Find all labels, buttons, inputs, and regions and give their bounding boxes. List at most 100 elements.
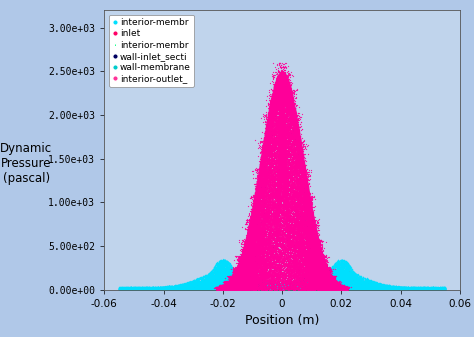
Point bbox=[275, 168, 283, 174]
Point bbox=[299, 151, 306, 156]
Point bbox=[264, 285, 272, 290]
Point bbox=[229, 281, 237, 286]
Point bbox=[321, 261, 328, 267]
Point bbox=[332, 280, 340, 286]
Point bbox=[237, 263, 245, 268]
Point bbox=[339, 286, 347, 291]
Point bbox=[241, 245, 248, 251]
Point bbox=[332, 280, 339, 285]
Point bbox=[219, 278, 226, 283]
Point bbox=[340, 284, 347, 290]
Point bbox=[219, 284, 227, 289]
Point bbox=[277, 73, 285, 79]
Point bbox=[231, 280, 238, 286]
Point bbox=[332, 280, 340, 286]
Point bbox=[302, 174, 310, 179]
Point bbox=[336, 282, 344, 288]
Point bbox=[300, 163, 308, 168]
Point bbox=[268, 146, 276, 151]
Point bbox=[317, 275, 325, 280]
Point bbox=[268, 122, 275, 127]
Point bbox=[319, 273, 327, 278]
Point bbox=[155, 285, 162, 291]
Point bbox=[238, 259, 246, 264]
Point bbox=[210, 285, 217, 290]
Point bbox=[258, 248, 265, 253]
Point bbox=[224, 283, 232, 288]
Point bbox=[302, 180, 310, 186]
Point bbox=[227, 278, 234, 283]
Point bbox=[265, 281, 273, 287]
Point bbox=[261, 153, 268, 158]
Point bbox=[296, 281, 303, 286]
Point bbox=[285, 259, 293, 265]
Point bbox=[286, 183, 293, 188]
Point bbox=[308, 254, 316, 259]
Point bbox=[225, 285, 233, 290]
Point bbox=[261, 173, 268, 179]
Point bbox=[321, 263, 328, 268]
Point bbox=[277, 73, 284, 79]
Point bbox=[276, 113, 284, 119]
Point bbox=[232, 270, 240, 275]
Point bbox=[211, 281, 219, 287]
Point bbox=[353, 287, 360, 292]
Point bbox=[303, 200, 310, 205]
Point bbox=[278, 131, 286, 137]
Point bbox=[306, 203, 314, 209]
Point bbox=[145, 287, 153, 293]
Point bbox=[324, 269, 332, 274]
Point bbox=[217, 287, 225, 292]
Point bbox=[290, 104, 298, 110]
Point bbox=[280, 87, 287, 92]
Point bbox=[246, 245, 254, 250]
Point bbox=[329, 276, 337, 281]
Point bbox=[311, 272, 319, 277]
Point bbox=[257, 155, 265, 161]
Point bbox=[322, 265, 330, 270]
Point bbox=[222, 284, 230, 289]
Point bbox=[264, 172, 272, 177]
Point bbox=[301, 174, 308, 180]
Point bbox=[327, 284, 335, 289]
Point bbox=[256, 172, 264, 177]
Point bbox=[323, 268, 330, 273]
Point bbox=[311, 279, 319, 284]
Point bbox=[229, 280, 237, 286]
Point bbox=[269, 228, 276, 234]
Point bbox=[216, 287, 224, 292]
Point bbox=[204, 286, 211, 292]
Point bbox=[329, 276, 337, 281]
Point bbox=[284, 195, 292, 200]
Point bbox=[334, 281, 341, 286]
Point bbox=[228, 276, 236, 281]
Point bbox=[259, 257, 267, 262]
Point bbox=[286, 286, 293, 292]
Point bbox=[324, 276, 332, 282]
Point bbox=[323, 268, 331, 273]
Point bbox=[284, 158, 292, 164]
Point bbox=[221, 284, 229, 289]
Point bbox=[337, 286, 344, 291]
Point bbox=[342, 285, 349, 290]
Point bbox=[298, 241, 306, 246]
Point bbox=[281, 235, 289, 240]
Point bbox=[297, 233, 305, 238]
Point bbox=[255, 182, 262, 187]
Point bbox=[265, 282, 273, 288]
Point bbox=[226, 282, 234, 288]
Point bbox=[376, 285, 384, 290]
Point bbox=[315, 257, 322, 262]
Point bbox=[428, 285, 435, 291]
Point bbox=[257, 178, 264, 183]
Point bbox=[303, 221, 310, 226]
Point bbox=[334, 283, 341, 289]
Point bbox=[329, 280, 337, 286]
Point bbox=[243, 240, 250, 245]
Point bbox=[320, 278, 328, 284]
Point bbox=[338, 283, 346, 289]
Point bbox=[271, 153, 278, 158]
Point bbox=[356, 278, 364, 283]
Point bbox=[306, 200, 313, 206]
Point bbox=[337, 286, 345, 292]
